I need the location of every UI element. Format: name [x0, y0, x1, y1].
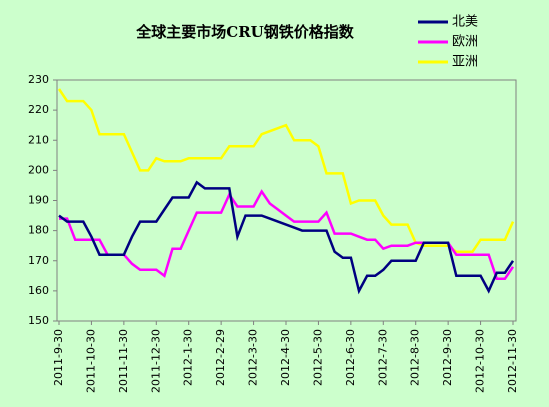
y-tick-label: 180	[28, 224, 49, 237]
x-tick-label: 2012-4-30	[279, 329, 292, 386]
y-tick-label: 220	[28, 103, 49, 116]
x-tick-label: 2011-11-30	[117, 329, 130, 393]
y-tick-label: 170	[28, 254, 49, 267]
series-line	[58, 180, 515, 295]
x-tick-label: 2012-1-30	[182, 329, 195, 386]
chart-title: 全球主要市场CRU钢铁价格指数	[135, 23, 354, 41]
legend-label: 欧洲	[452, 35, 478, 50]
y-tick-label: 230	[28, 73, 49, 86]
x-tick-label: 2012-8-30	[409, 329, 422, 386]
x-tick-label: 2012-10-30	[474, 329, 487, 393]
plot-area	[56, 79, 517, 322]
x-tick-label: 2012-11-30	[506, 329, 519, 393]
legend-label: 亚洲	[452, 55, 478, 70]
legend-label: 北美	[452, 15, 478, 30]
y-tick-label: 160	[28, 284, 49, 297]
x-tick-label: 2012-3-30	[247, 329, 260, 386]
x-tick-label: 2011-10-30	[84, 329, 97, 393]
y-tick-label: 200	[28, 163, 49, 176]
x-tick-label: 2012-7-30	[376, 329, 389, 386]
y-tick-label: 210	[28, 133, 49, 146]
x-tick-label: 2012-2-29	[214, 329, 227, 386]
x-tick-label: 2011-9-30	[52, 329, 65, 386]
series-line	[57, 88, 515, 253]
x-tick-label: 2011-12-30	[149, 329, 162, 393]
x-tick-label: 2012-9-30	[441, 329, 454, 386]
y-tick-label: 190	[28, 194, 49, 207]
x-tick-label: 2012-6-30	[344, 329, 357, 386]
x-tick-label: 2012-5-30	[311, 329, 324, 386]
y-tick-label: 150	[28, 314, 49, 327]
